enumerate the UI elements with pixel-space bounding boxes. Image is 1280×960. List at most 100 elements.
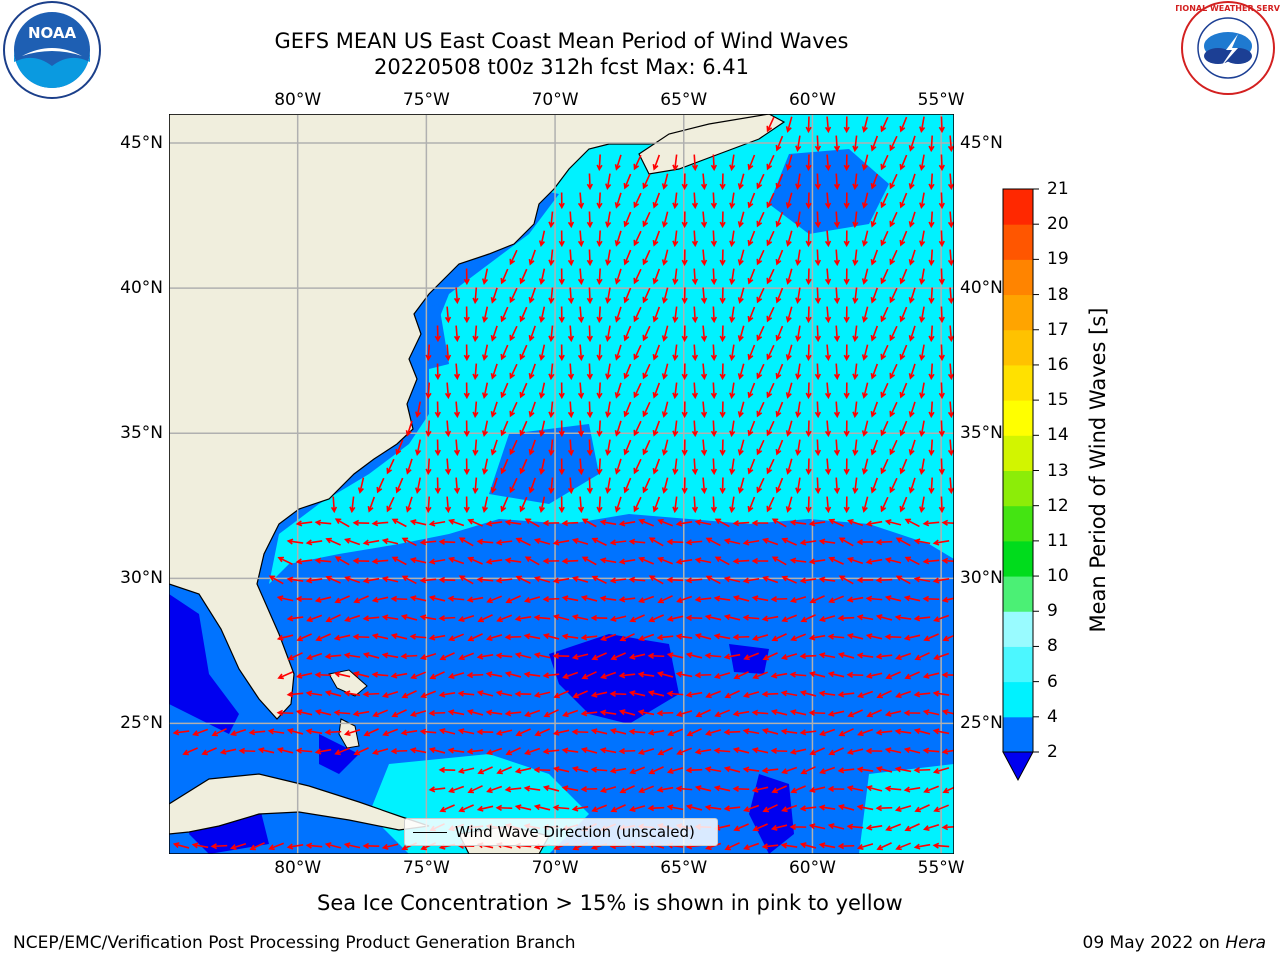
wind-wave-arrow (847, 518, 864, 527)
wind-wave-arrow (685, 767, 703, 774)
wind-wave-arrow (428, 595, 446, 602)
wind-wave-arrow (633, 344, 642, 361)
wind-wave-arrow (880, 382, 889, 399)
wind-wave-arrow (723, 614, 741, 621)
wind-wave-arrow (476, 576, 494, 583)
wind-wave-arrow (343, 729, 361, 736)
wind-wave-arrow (476, 690, 494, 697)
wind-wave-arrow (505, 595, 521, 604)
lon-tick-label-bottom: 55°W (917, 858, 965, 878)
wind-wave-arrow (548, 439, 555, 457)
wind-wave-arrow (519, 420, 528, 437)
wind-wave-arrow (538, 496, 546, 513)
wind-wave-arrow (785, 192, 793, 209)
wind-wave-arrow (590, 691, 608, 698)
wind-wave-arrow (938, 344, 945, 362)
wind-wave-arrows (172, 116, 954, 851)
wind-wave-arrow (286, 843, 304, 850)
wind-wave-arrow (434, 401, 441, 419)
wind-wave-arrow (895, 842, 911, 851)
wind-wave-arrow (876, 842, 892, 851)
wind-wave-arrow (828, 595, 844, 604)
wind-wave-arrow (724, 690, 740, 699)
wind-wave-arrow (306, 614, 323, 623)
wind-wave-arrow (870, 439, 879, 456)
wind-wave-arrow (889, 249, 898, 266)
wind-wave-arrow (257, 747, 275, 754)
wind-wave-arrow (865, 672, 883, 679)
wind-wave-arrow (481, 382, 489, 399)
wind-wave-arrow (899, 268, 908, 285)
lon-tick-label-top: 65°W (660, 90, 708, 110)
wind-wave-arrow (567, 401, 575, 419)
wind-wave-arrow (833, 363, 841, 381)
wind-wave-arrow (762, 575, 779, 584)
wind-wave-arrow (490, 439, 498, 456)
wind-wave-arrow (629, 766, 645, 775)
wind-wave-arrow (781, 766, 798, 775)
wind-wave-arrow (799, 729, 817, 736)
wind-wave-arrow (833, 287, 841, 305)
wind-wave-arrow (558, 268, 565, 286)
wind-wave-arrow (681, 439, 688, 457)
wind-wave-arrow (586, 211, 593, 229)
wind-wave-arrow (899, 306, 908, 323)
wind-wave-arrow (567, 287, 575, 305)
wind-wave-arrow (538, 344, 546, 361)
wind-wave-arrow (623, 173, 632, 190)
wind-wave-arrow (795, 401, 802, 419)
wind-wave-arrow (419, 577, 437, 584)
wind-wave-arrow (401, 575, 417, 585)
wind-wave-arrow (409, 633, 427, 640)
wind-wave-arrow (889, 173, 898, 190)
wind-wave-arrow (476, 805, 494, 812)
wind-wave-arrow (381, 691, 399, 698)
wind-wave-arrow (766, 496, 775, 513)
wind-wave-arrow (875, 614, 893, 621)
wind-wave-arrow (614, 154, 622, 171)
wind-wave-arrow (938, 192, 945, 210)
lon-tick-label-bottom: 75°W (402, 858, 450, 878)
wind-wave-arrow (637, 748, 655, 755)
wind-wave-arrow (382, 728, 399, 737)
lon-tick-label-bottom: 65°W (660, 858, 708, 878)
wind-wave-arrow (614, 496, 622, 513)
wind-wave-arrow (827, 671, 845, 678)
wind-wave-arrow (691, 420, 699, 438)
wind-wave-arrow (623, 325, 632, 342)
wind-wave-arrow (675, 520, 693, 527)
wind-wave-arrow (928, 287, 935, 305)
wind-wave-arrow (889, 439, 898, 456)
wind-wave-arrow (756, 287, 765, 304)
wind-wave-arrow (586, 173, 593, 191)
wind-wave-arrow (941, 748, 954, 755)
wind-wave-arrow (681, 211, 688, 229)
wind-wave-arrow (805, 116, 812, 134)
wind-wave-arrow (861, 458, 869, 475)
wind-wave-arrow (947, 249, 954, 267)
wind-wave-arrow (548, 287, 555, 305)
wind-wave-arrow (903, 595, 921, 602)
wind-wave-arrow (941, 824, 954, 831)
wind-wave-arrow (614, 230, 622, 247)
wind-wave-arrow (781, 804, 798, 813)
lat-tick-label-left: 25°N (120, 713, 163, 734)
wind-wave-arrow (919, 420, 926, 438)
wind-wave-arrow (914, 804, 930, 813)
wind-wave-arrow (542, 672, 560, 679)
wind-wave-arrow (672, 496, 679, 514)
wind-wave-arrow (843, 192, 850, 210)
wind-wave-arrow (710, 344, 718, 362)
colorbar-segment (1003, 435, 1033, 471)
wind-wave-arrow (694, 596, 712, 603)
wind-wave-arrow (884, 785, 902, 792)
wind-wave-arrow (700, 439, 708, 457)
wind-wave-arrow (642, 477, 651, 494)
wind-wave-arrow (623, 287, 632, 304)
wind-wave-arrow (596, 420, 603, 438)
wind-wave-arrow (305, 842, 323, 849)
wind-wave-arrow (577, 344, 585, 362)
wind-wave-arrow (558, 344, 565, 362)
wind-wave-arrow (899, 192, 908, 209)
wind-wave-arrow (453, 401, 461, 419)
